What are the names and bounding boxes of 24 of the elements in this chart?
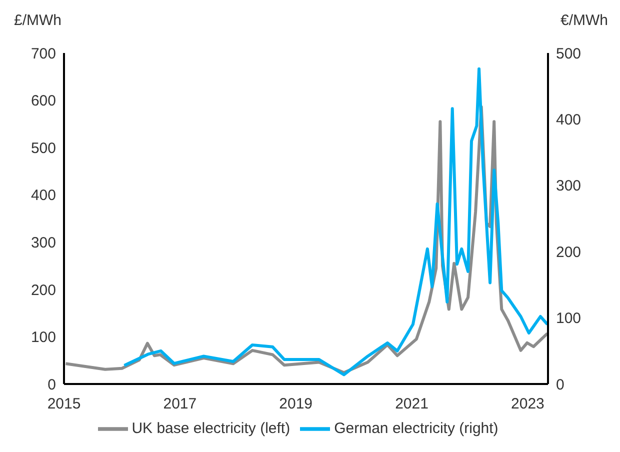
x-tick-label: 2017 — [163, 396, 197, 413]
y-tick-label: 300 — [30, 234, 56, 252]
legend-label: UK base electricity (left) — [132, 420, 290, 437]
line-series — [122, 67, 548, 376]
y-tick-label: 700 — [30, 45, 56, 62]
y-tick-label: 400 — [30, 187, 56, 204]
x-tick-label: 2015 — [47, 396, 81, 413]
y2-tick-label: 100 — [556, 310, 582, 328]
y-tick-label: 600 — [30, 92, 56, 110]
y-tick-label: 500 — [30, 140, 56, 157]
y-tick-label: 200 — [30, 282, 56, 299]
y-tick-label: 0 — [48, 376, 56, 394]
y2-tick-label: 400 — [556, 112, 582, 129]
y2-tick-label: 0 — [556, 376, 564, 394]
x-tick-label: 2019 — [279, 396, 313, 413]
y-axis-title: £/MWh — [14, 12, 62, 29]
x-tick-label: 2023 — [511, 396, 544, 413]
y2-tick-label: 300 — [556, 178, 582, 195]
x-tick-label: 2021 — [395, 396, 428, 413]
y2-tick-label: 200 — [556, 244, 582, 261]
y2-tick-label: 500 — [556, 45, 582, 62]
y-tick-label: 100 — [30, 329, 56, 346]
y2-axis-title: €/MWh — [560, 12, 608, 29]
legend-label: German electricity (right) — [334, 420, 498, 437]
